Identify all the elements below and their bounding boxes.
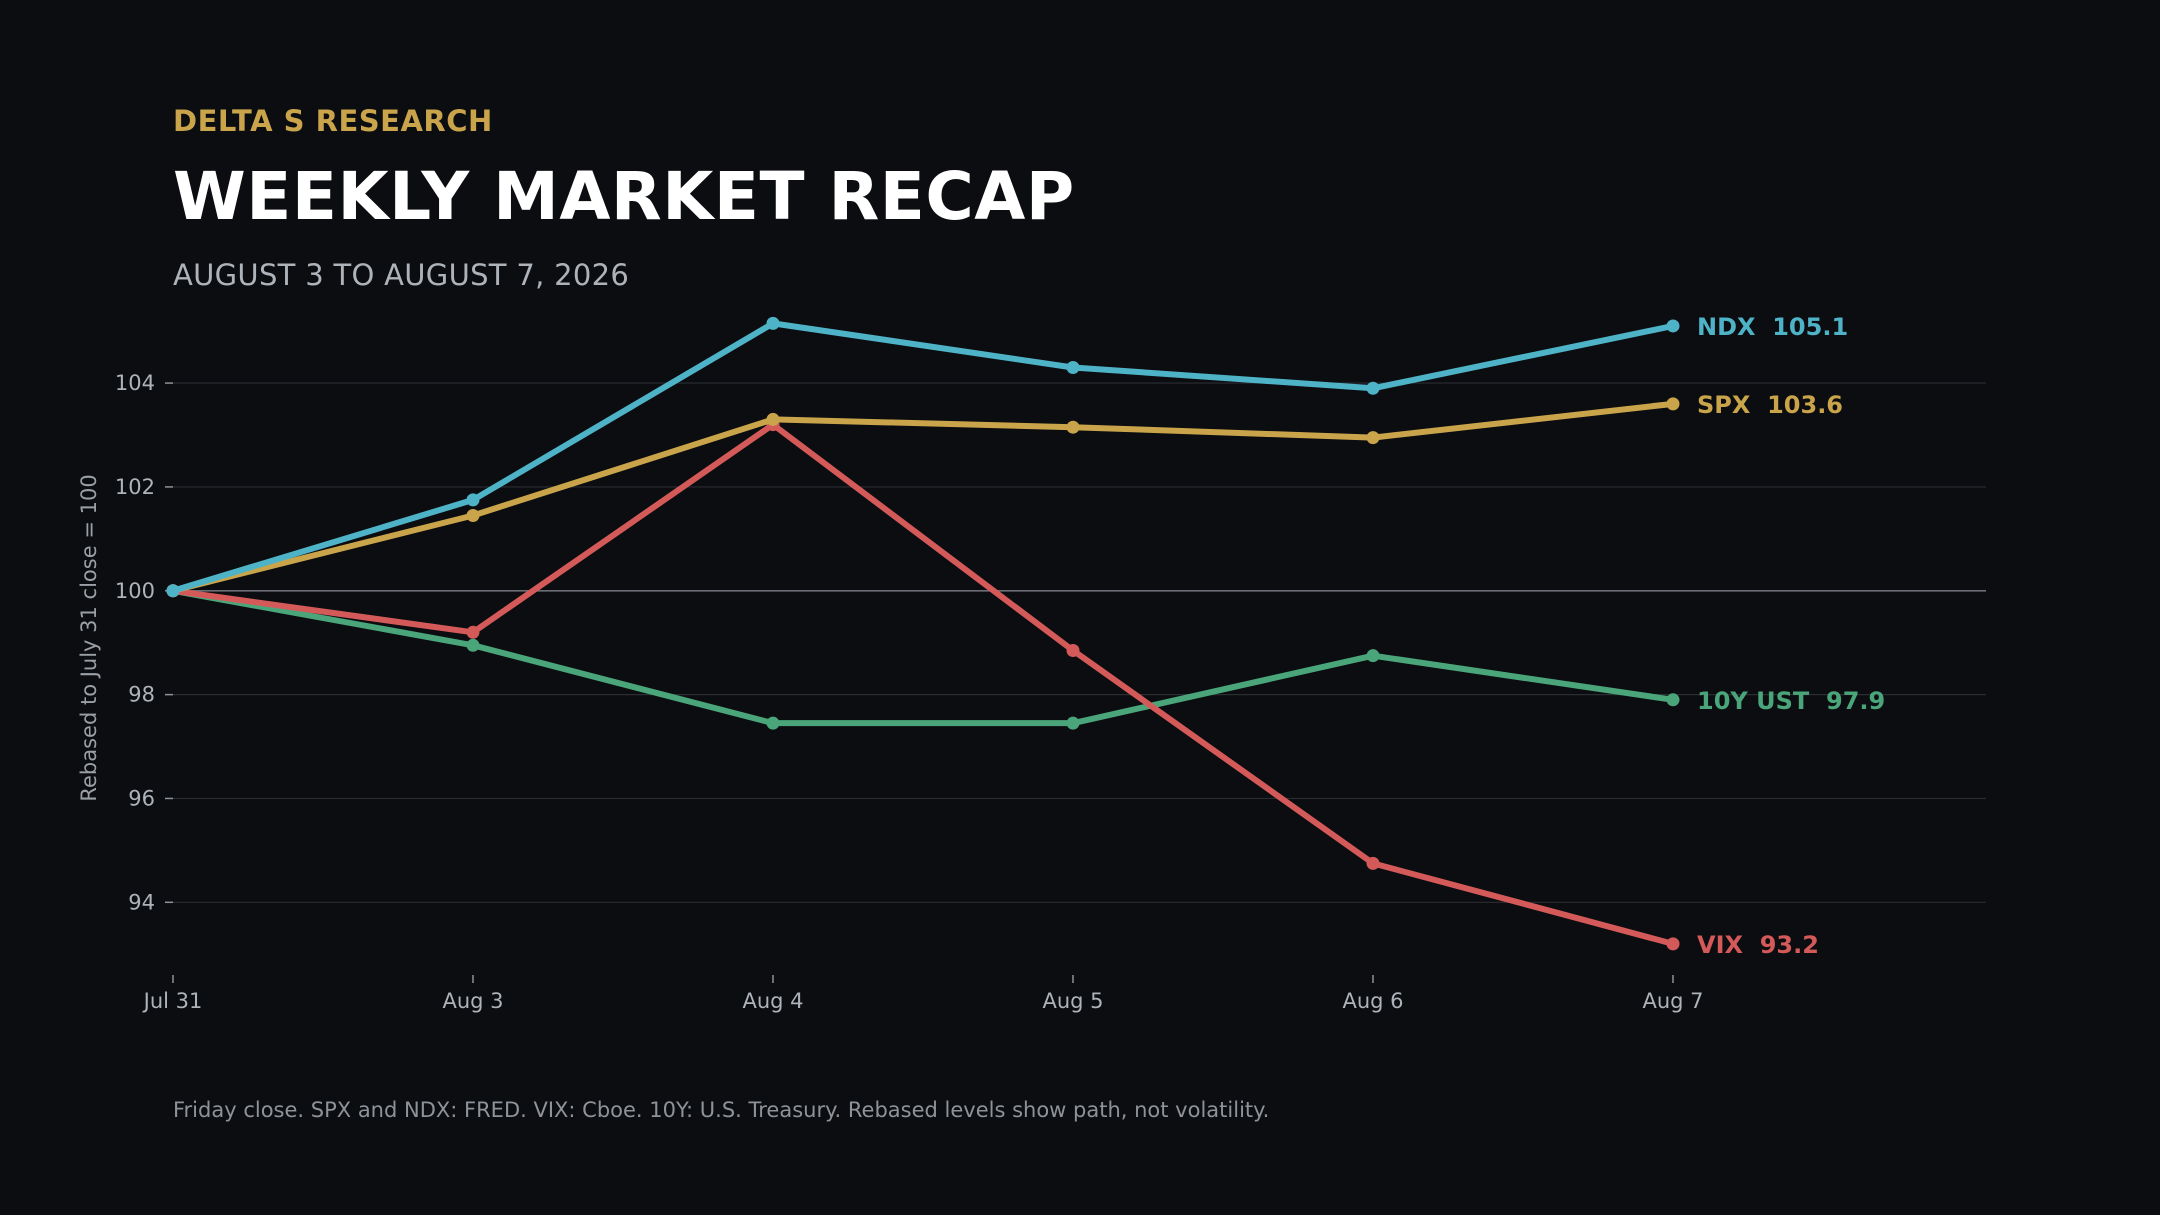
series-line-10y-ust — [170, 587, 1676, 727]
grid-lines — [173, 382, 1986, 903]
series-line-ndx — [170, 320, 1676, 594]
data-point — [766, 412, 780, 426]
y-tick-label: 94 — [128, 890, 155, 914]
x-tick-label: Aug 7 — [1642, 989, 1703, 1013]
y-tick-label: 102 — [115, 475, 155, 499]
y-tick-label: 104 — [115, 371, 155, 395]
series-lines — [166, 316, 1680, 951]
data-point — [1066, 716, 1080, 730]
data-point — [466, 638, 480, 652]
data-point — [1366, 381, 1380, 395]
brand-label: DELTA S RESEARCH — [173, 104, 493, 138]
data-point — [1666, 397, 1680, 411]
x-tick-label: Aug 3 — [442, 989, 503, 1013]
date-range-subtitle: AUGUST 3 TO AUGUST 7, 2026 — [173, 258, 630, 292]
data-point — [1066, 420, 1080, 434]
data-point — [1666, 693, 1680, 707]
y-tick-label: 96 — [128, 786, 155, 810]
data-point — [766, 716, 780, 730]
data-point — [1666, 319, 1680, 333]
data-point — [1366, 649, 1380, 663]
data-point — [166, 584, 180, 598]
x-tick-label: Aug 4 — [742, 989, 803, 1013]
data-point — [1666, 937, 1680, 951]
data-point — [1366, 431, 1380, 445]
x-tick-label: Aug 6 — [1342, 989, 1403, 1013]
x-tick-label: Jul 31 — [142, 989, 203, 1013]
series-line-vix — [170, 421, 1676, 947]
source-footnote: Friday close. SPX and NDX: FRED. VIX: Cb… — [173, 1098, 1270, 1122]
series-end-label: 10Y UST 97.9 — [1697, 687, 1885, 715]
y-axis-title: Rebased to July 31 close = 100 — [77, 474, 101, 801]
data-point — [766, 316, 780, 330]
x-tick-label: Aug 5 — [1042, 989, 1103, 1013]
data-point — [1366, 856, 1380, 870]
series-end-label: SPX 103.6 — [1697, 391, 1843, 419]
y-tick-label: 98 — [128, 683, 155, 707]
series-line-spx — [170, 400, 1676, 594]
data-point — [466, 508, 480, 522]
axes: 94 96 98 100 102 104 Jul 31 Aug 3 Aug 4 Aug 5 Aug … — [77, 371, 1704, 1013]
page-title: WEEKLY MARKET RECAP — [173, 158, 1075, 235]
series-end-label: NDX 105.1 — [1697, 313, 1848, 341]
data-point — [1066, 361, 1080, 374]
series-end-label: VIX 93.2 — [1697, 931, 1819, 959]
data-point — [466, 625, 480, 639]
data-point — [466, 493, 480, 507]
end-labels: 10Y UST 97.9 VIX 93.2 SPX 103.6 NDX 105.1 — [1697, 313, 1885, 959]
y-tick-label: 100 — [115, 579, 155, 603]
data-point — [1066, 643, 1080, 657]
